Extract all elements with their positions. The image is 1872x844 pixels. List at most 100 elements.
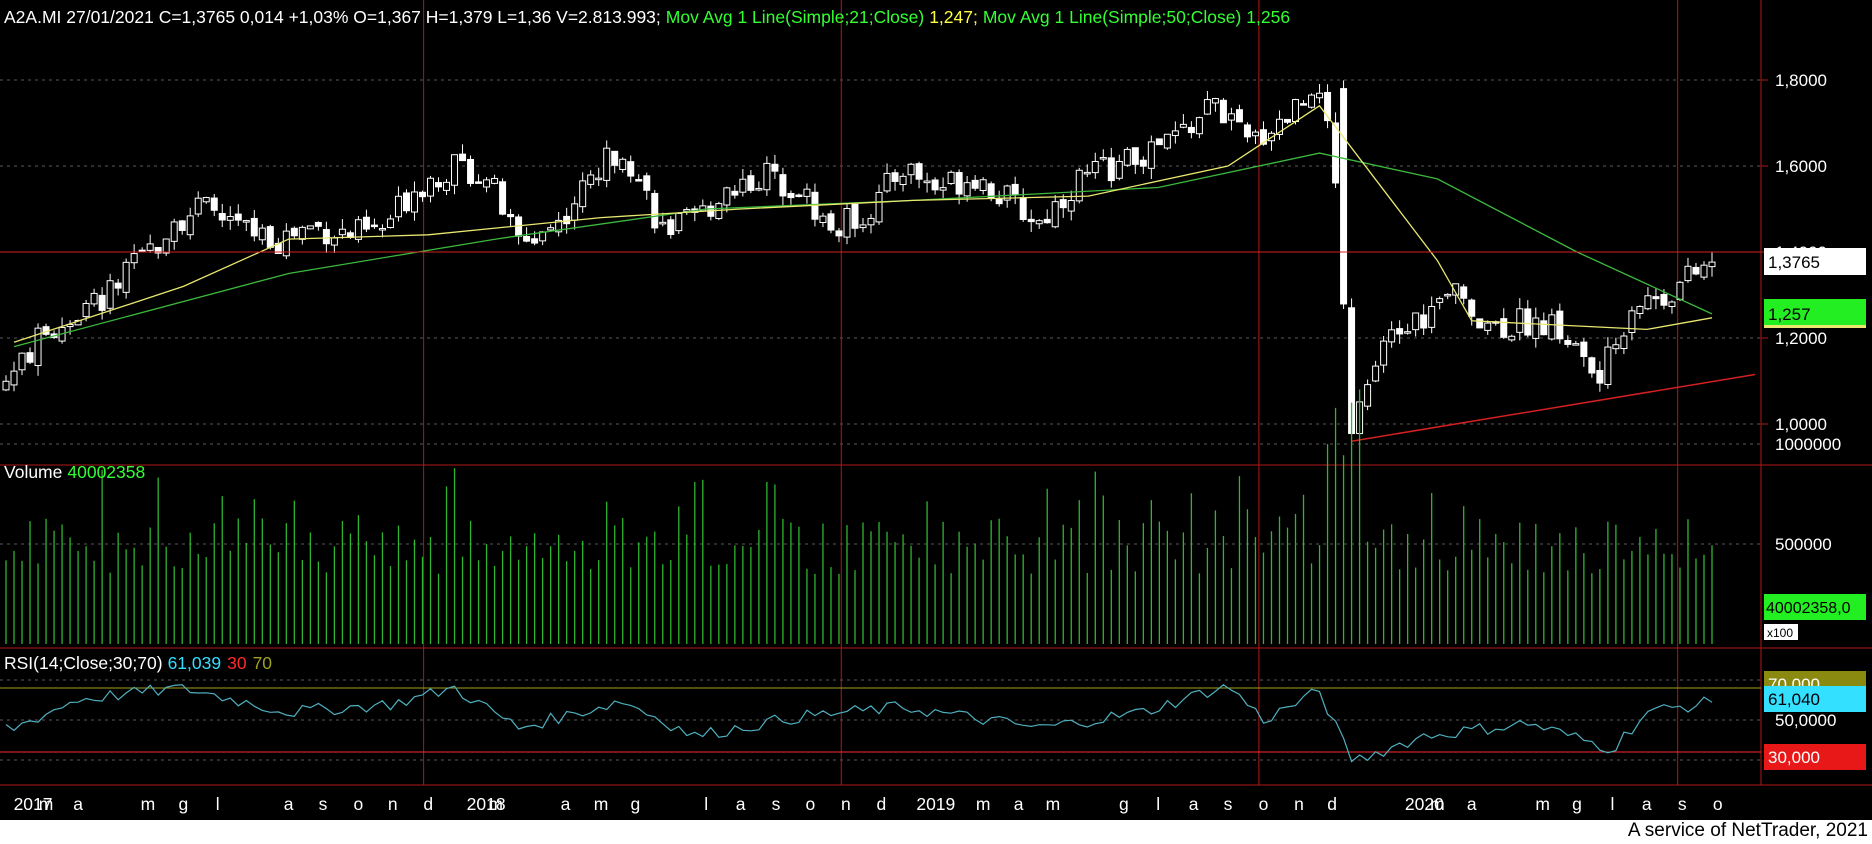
- candle-body: [651, 192, 659, 229]
- candle-body: [1107, 157, 1115, 182]
- candle-body: [923, 180, 931, 184]
- candle-body: [1203, 99, 1211, 115]
- candle-body: [1083, 171, 1091, 175]
- candle-body: [1075, 169, 1083, 202]
- candle-body: [1404, 331, 1412, 334]
- candle-body: [819, 215, 827, 223]
- svg-text:x100: x100: [1767, 626, 1793, 640]
- time-axis-label: l: [216, 794, 220, 814]
- candle-body: [194, 197, 202, 215]
- ma21-value: 1,247;: [929, 7, 978, 27]
- candle-body: [1644, 295, 1652, 310]
- time-axis-label: l: [1156, 794, 1160, 814]
- candle-body: [114, 282, 122, 289]
- price-tick-label: 1,8000: [1775, 71, 1827, 90]
- candle-body: [146, 243, 154, 251]
- candle-body: [410, 191, 418, 213]
- candle-body: [1316, 92, 1324, 99]
- candle-body: [1259, 129, 1267, 145]
- time-axis-label: m: [488, 794, 503, 814]
- candle-body: [739, 178, 747, 193]
- candle-body: [1452, 283, 1460, 296]
- candlestick-series: [2, 80, 1716, 435]
- candle-body: [1300, 103, 1308, 106]
- candle-body: [555, 219, 563, 233]
- time-axis-label: l: [1611, 794, 1615, 814]
- candle-body: [1444, 293, 1452, 297]
- candle-body: [1524, 308, 1532, 336]
- candle-body: [835, 230, 843, 237]
- candle-body: [1604, 346, 1612, 386]
- time-axis-label: o: [1713, 794, 1723, 814]
- candle-body: [1019, 197, 1027, 220]
- candle-body: [1708, 261, 1716, 268]
- candle-body: [370, 224, 378, 228]
- candle-body: [1612, 344, 1620, 350]
- candle-body: [1324, 91, 1332, 122]
- time-axis-label: m: [1430, 794, 1445, 814]
- candle-body: [162, 238, 170, 254]
- candle-body: [1420, 314, 1428, 329]
- candle-body: [338, 228, 346, 236]
- candle-body: [451, 154, 459, 186]
- candle-body: [1668, 301, 1676, 308]
- candle-body: [971, 179, 979, 189]
- candle-body: [1380, 340, 1388, 366]
- volume-last-badge: 40002358,0: [1764, 594, 1866, 620]
- ma-value-badge: 1,257: [1764, 299, 1866, 328]
- candle-body: [611, 150, 619, 166]
- svg-text:30,000: 30,000: [1768, 748, 1820, 767]
- candle-body: [154, 246, 162, 254]
- quote-text: A2A.MI 27/01/2021 C=1,3765 0,014 +1,03% …: [4, 7, 661, 27]
- candle-body: [995, 197, 1003, 205]
- candle-body: [402, 192, 410, 212]
- ma50-line: [13, 152, 1713, 348]
- rsi-30-badge: 30,000: [1764, 744, 1866, 770]
- candle-body: [1251, 131, 1259, 137]
- candle-body: [186, 215, 194, 236]
- candle-body: [218, 213, 226, 221]
- candle-body: [595, 177, 603, 181]
- time-axis-label: s: [1224, 794, 1233, 814]
- candle-body: [354, 219, 362, 240]
- candle-body: [10, 370, 18, 386]
- candle-body: [1051, 201, 1059, 228]
- candle-body: [1428, 305, 1436, 328]
- candle-body: [947, 171, 955, 185]
- rsi-tick-label: 50,0000: [1775, 711, 1836, 730]
- candle-body: [242, 220, 250, 223]
- year-separators: [423, 0, 1679, 785]
- candle-body: [1003, 185, 1011, 201]
- time-axis-label: a: [1642, 794, 1652, 814]
- candle-body: [1155, 138, 1163, 146]
- candle-body: [1163, 133, 1171, 149]
- candle-body: [1043, 218, 1051, 224]
- time-axis-label: s: [319, 794, 328, 814]
- candle-body: [563, 215, 571, 225]
- candle-body: [426, 177, 434, 197]
- candle-body: [1211, 98, 1219, 104]
- volume-multiplier-badge: x100: [1764, 624, 1798, 640]
- candle-body: [394, 195, 402, 218]
- candle-body: [314, 221, 322, 227]
- candle-body: [202, 197, 210, 203]
- time-axis-label: a: [1189, 794, 1199, 814]
- candle-body: [499, 181, 507, 215]
- candle-body: [795, 194, 803, 198]
- rsi-value-badge: 61,040: [1764, 686, 1866, 712]
- candle-body: [1580, 341, 1588, 357]
- candle-body: [1131, 147, 1139, 165]
- candle-body: [1067, 200, 1075, 212]
- candle-body: [931, 179, 939, 191]
- candle-body: [1139, 159, 1147, 167]
- rsi-line: [5, 684, 1713, 763]
- candle-body: [779, 174, 787, 197]
- candle-body: [266, 226, 274, 248]
- candle-body: [226, 216, 234, 221]
- candle-body: [1308, 94, 1316, 108]
- svg-text:1,257: 1,257: [1768, 305, 1811, 324]
- candle-body: [443, 181, 451, 191]
- candle-body: [723, 187, 731, 206]
